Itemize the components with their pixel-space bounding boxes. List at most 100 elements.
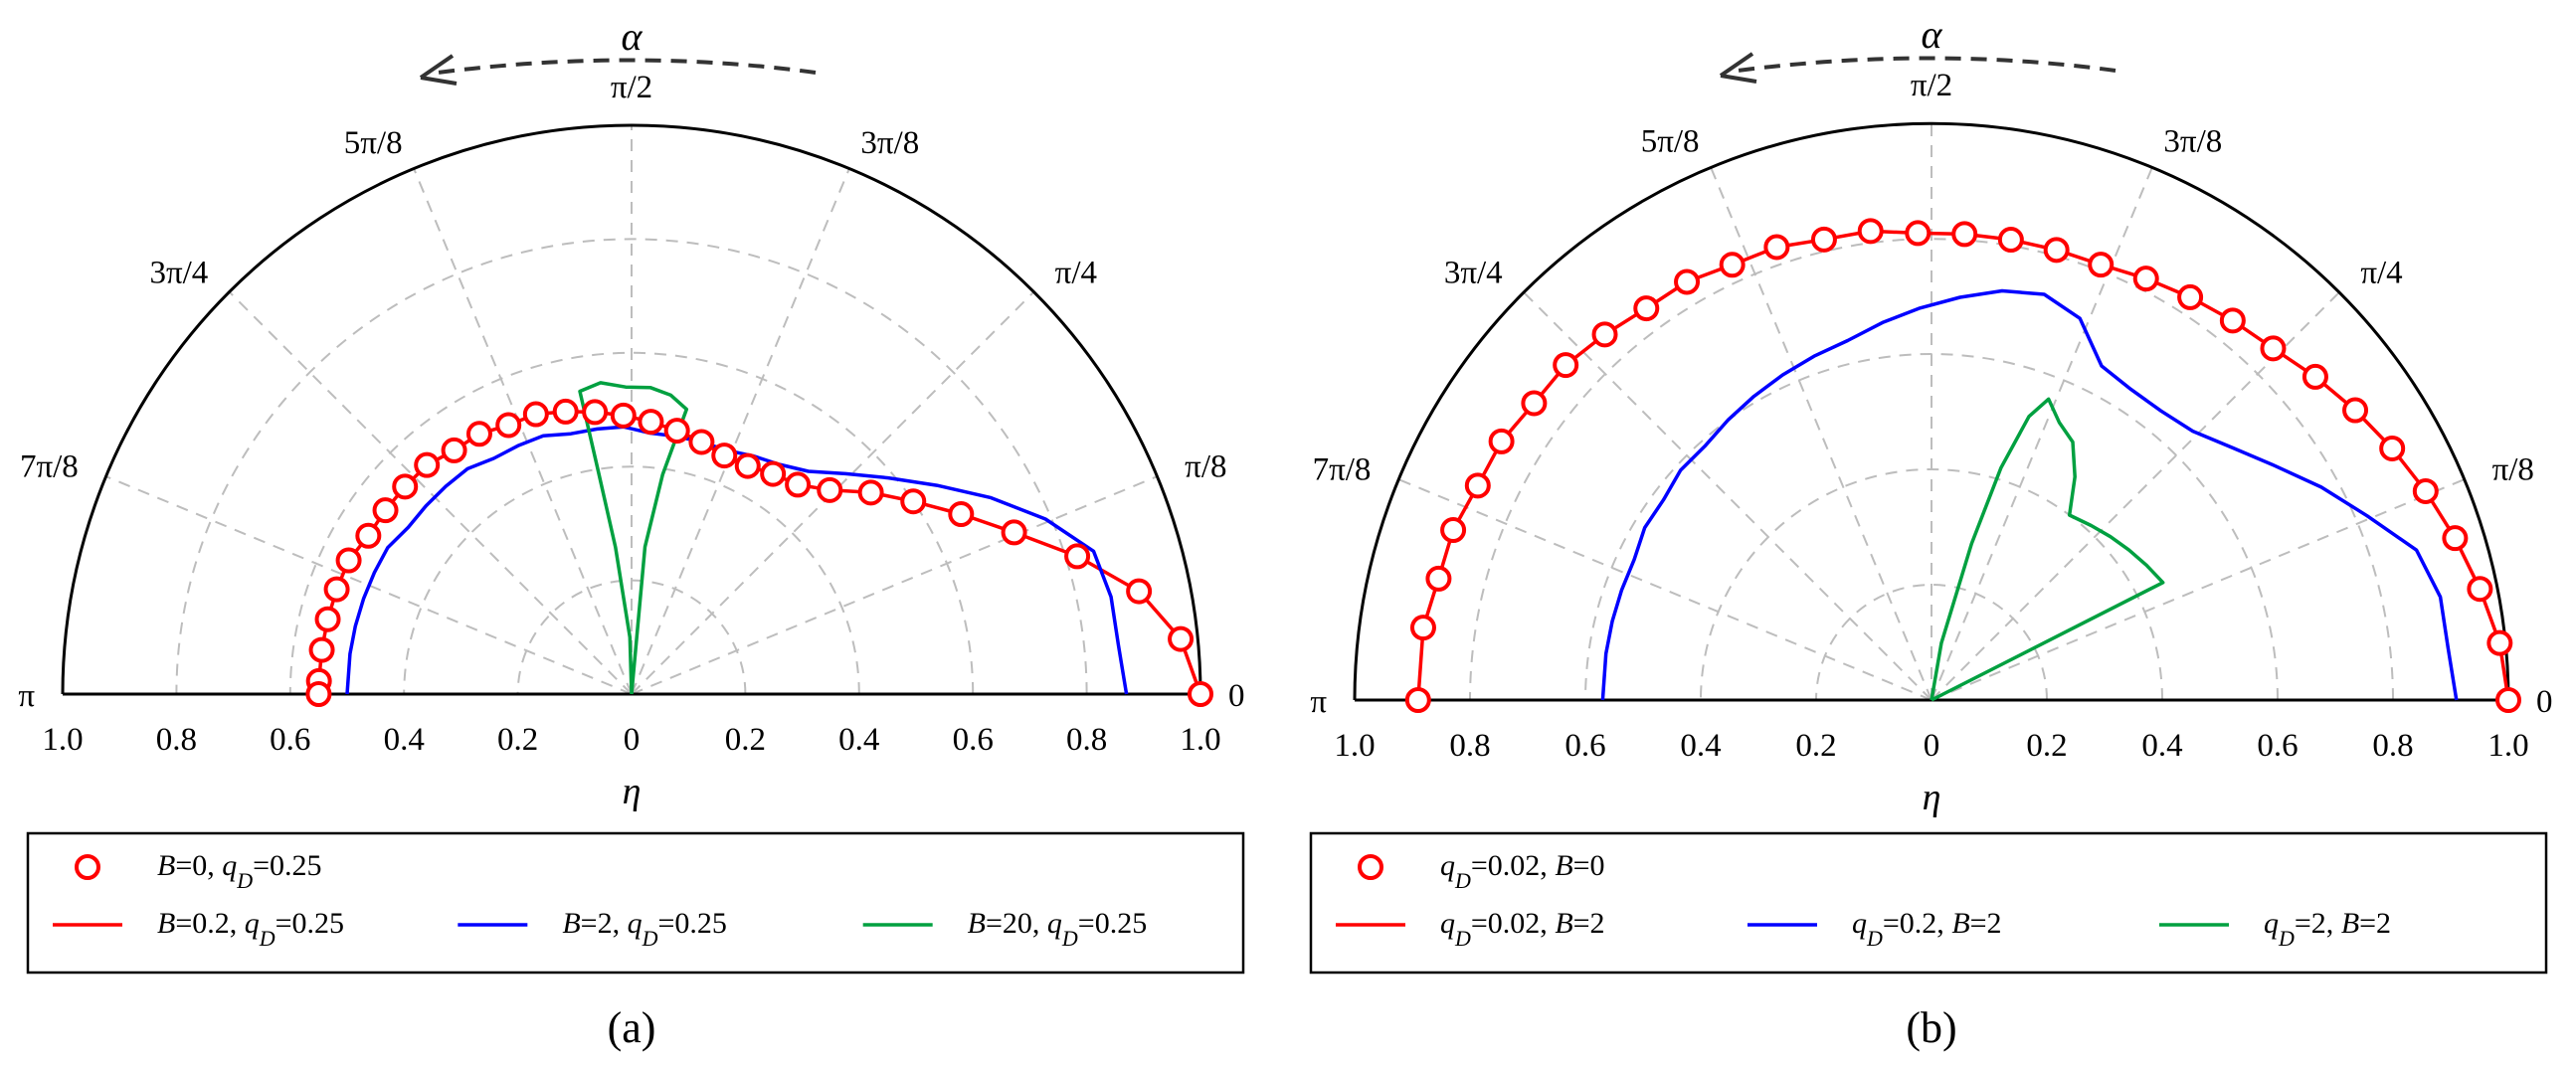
grid-spoke: [105, 475, 633, 695]
data-point: [335, 547, 362, 574]
rotation-arrowhead: [419, 54, 458, 86]
data-point: [857, 479, 884, 506]
series-line: [345, 425, 1129, 695]
rotation-label: α: [1922, 12, 1943, 57]
data-point: [785, 471, 812, 498]
data-point: [1591, 321, 1618, 348]
grid-spoke: [631, 290, 1035, 695]
data-point: [1488, 428, 1515, 454]
data-point: [495, 412, 522, 439]
r-tick-label: 0: [624, 722, 641, 758]
r-tick-label: 0.6: [2257, 728, 2298, 764]
data-point: [2486, 629, 2513, 656]
r-tick-label: 0.8: [2372, 728, 2413, 764]
rotation-arrowhead: [1719, 52, 1757, 84]
data-point: [1404, 687, 1431, 714]
angle-label: 7π/8: [1313, 452, 1372, 488]
data-point: [1905, 220, 1932, 247]
rotation-arrow: [1737, 56, 2116, 73]
angle-label: 3π/8: [860, 125, 919, 161]
series-line: [578, 381, 689, 695]
data-point: [817, 476, 843, 503]
grid-spoke: [228, 290, 633, 695]
angle-label: 3π/4: [1444, 256, 1503, 291]
r-tick-label: 0.8: [156, 722, 197, 758]
r-tick-label: 0.2: [1795, 728, 1836, 764]
grid-arc: [1469, 238, 2394, 701]
data-point: [711, 443, 738, 469]
grid-spoke: [1710, 166, 1932, 701]
data-point: [2412, 477, 2439, 504]
legend-marker: [1358, 854, 1383, 880]
r-tick-label: 0.2: [725, 722, 766, 758]
legend-label: B=20, qD=0.25: [968, 907, 1148, 951]
grid-arc: [288, 351, 975, 695]
r-tick-label: 0.4: [1680, 728, 1721, 764]
r-tick-label: 0.6: [270, 722, 310, 758]
angle-label: π/2: [611, 70, 652, 105]
angle-label: π/2: [1911, 68, 1952, 103]
data-point: [323, 576, 350, 603]
r-tick-label: 0.4: [838, 722, 879, 758]
data-point: [1633, 295, 1660, 322]
data-point: [1409, 615, 1436, 641]
data-point: [2495, 687, 2521, 713]
series-line: [1600, 288, 2459, 701]
grid-spoke: [1931, 478, 2466, 701]
grid-spoke: [631, 475, 1158, 695]
grid-arc: [403, 465, 860, 695]
data-point: [2467, 576, 2493, 603]
legend-label: qD=0.02, B=0: [1440, 849, 1605, 893]
data-point: [1001, 519, 1027, 546]
angle-label: 3π/8: [2163, 123, 2222, 159]
data-point: [2260, 335, 2287, 362]
grid-spoke: [1397, 478, 1932, 701]
data-point: [1064, 543, 1091, 570]
r-tick-label: 0: [1924, 728, 1940, 764]
data-point: [1553, 352, 1579, 379]
data-point: [2043, 237, 2070, 264]
r-tick-label: 0.4: [384, 722, 425, 758]
angle-label: π/8: [2492, 452, 2534, 488]
r-tick-label: 1.0: [1334, 728, 1375, 764]
angle-label: π: [1310, 684, 1327, 720]
data-point: [1521, 390, 1548, 417]
data-point: [1951, 221, 1978, 248]
rotation-arrow: [437, 58, 817, 75]
r-tick-label: 0.4: [2141, 728, 2182, 764]
data-point: [1857, 218, 1884, 245]
data-point: [552, 398, 579, 425]
data-point: [582, 399, 609, 426]
data-point: [2177, 283, 2204, 310]
rotation-label: α: [622, 14, 644, 59]
data-point: [760, 460, 787, 487]
data-point: [1674, 268, 1701, 295]
angle-label: 5π/8: [1641, 123, 1700, 159]
data-point: [2379, 435, 2406, 461]
legend-label: qD=2, B=2: [2264, 907, 2391, 951]
r-tick-label: 1.0: [2487, 728, 2528, 764]
grid-arc: [1815, 584, 2048, 701]
data-point: [900, 488, 927, 515]
grid-spoke: [413, 168, 633, 695]
chart-panel-a: 0π/8π/43π/8π/25π/83π/47π/8π1.0 0.8 0.6 0.4 0…: [18, 14, 1244, 1052]
legend-label: B=0.2, qD=0.25: [157, 907, 344, 951]
r-axis-label: η: [1923, 777, 1941, 818]
grid-spoke: [631, 168, 850, 695]
panel-label: (b): [1906, 1003, 1956, 1052]
data-point: [2219, 307, 2246, 334]
data-point: [1188, 681, 1213, 707]
angle-label: 0: [1228, 678, 1245, 714]
chart-panel-b: 0π/8π/43π/8π/25π/83π/47π/8π1.0 0.8 0.6 0.4 0…: [1309, 12, 2553, 1052]
data-point: [1168, 625, 1195, 652]
angle-label: π/4: [1055, 255, 1097, 290]
data-point: [414, 451, 441, 478]
data-point: [2442, 525, 2469, 552]
legend-marker: [75, 854, 100, 880]
data-point: [1997, 227, 2024, 254]
data-point: [1440, 517, 1467, 544]
data-point: [465, 421, 492, 447]
data-point: [314, 606, 341, 632]
grid-arc: [175, 238, 1088, 695]
data-point: [392, 473, 419, 500]
